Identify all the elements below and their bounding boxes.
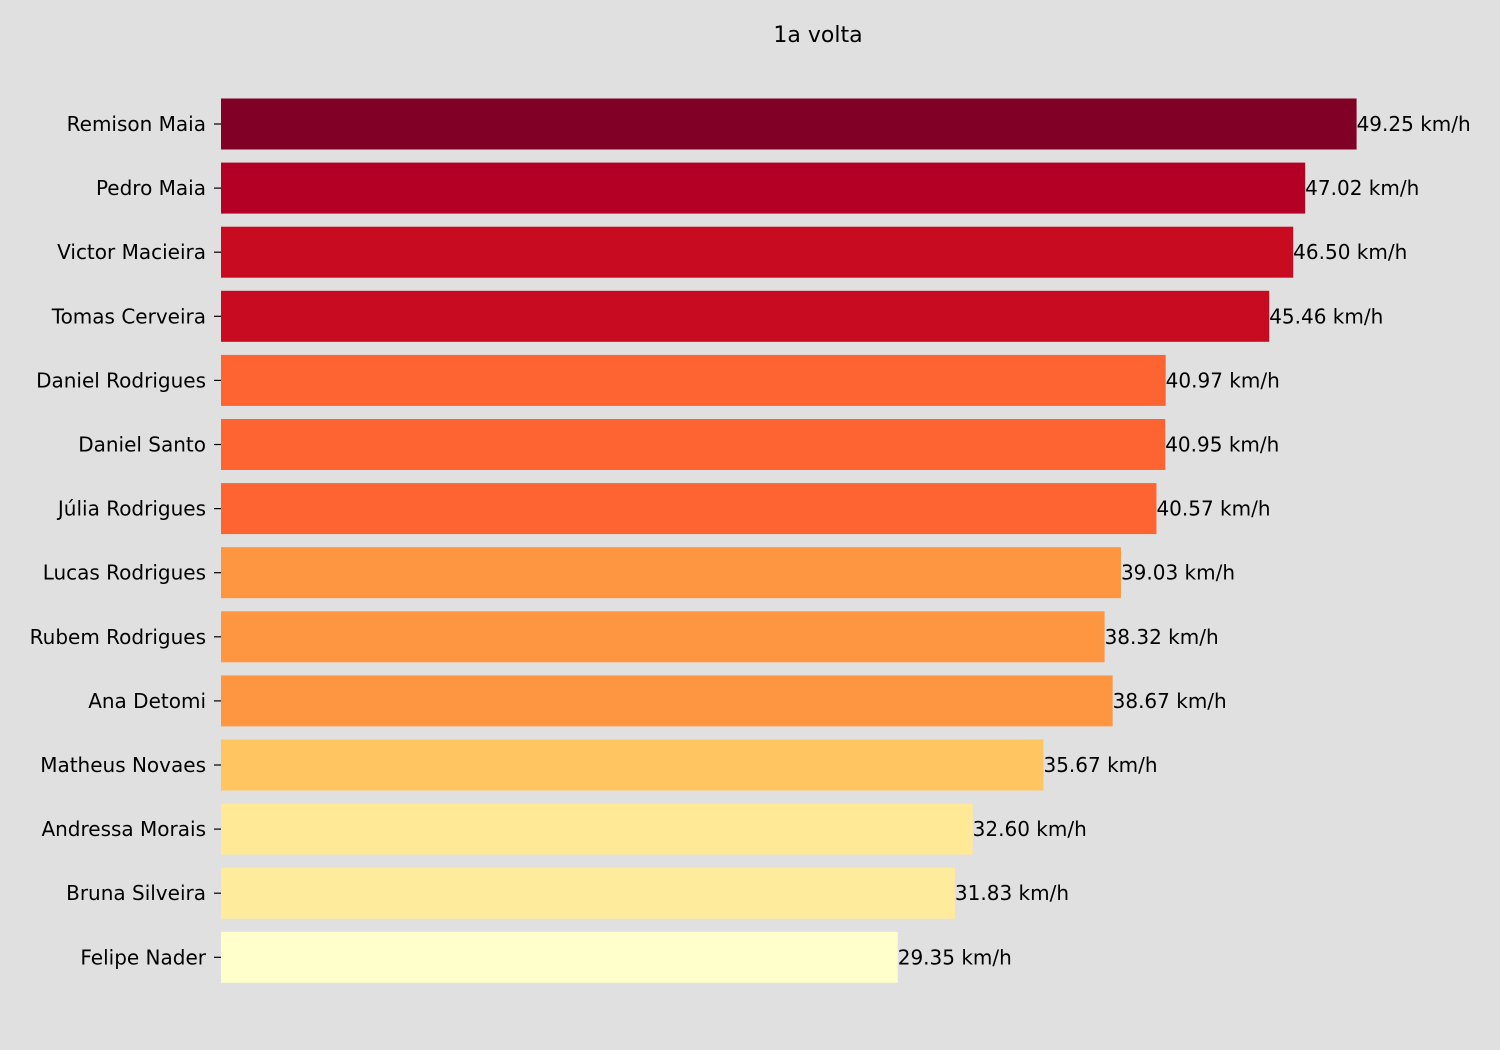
data-label: 45.46 km/h (1269, 304, 1383, 328)
data-label: 40.95 km/h (1165, 433, 1279, 457)
y-tick-label: Daniel Rodrigues (36, 368, 206, 392)
data-label: 38.67 km/h (1113, 689, 1227, 713)
bar (221, 803, 973, 855)
y-tick-label: Pedro Maia (96, 176, 206, 200)
y-tick-label: Felipe Nader (80, 945, 206, 969)
bar (221, 611, 1105, 663)
data-label: 31.83 km/h (955, 881, 1069, 905)
y-tick-label: Júlia Rodrigues (56, 497, 206, 521)
data-label: 32.60 km/h (973, 817, 1087, 841)
bar (221, 675, 1113, 727)
y-tick-label: Daniel Santo (78, 433, 206, 457)
bar (221, 98, 1357, 150)
data-label: 47.02 km/h (1305, 176, 1419, 200)
chart-title: 1a volta (773, 23, 862, 48)
y-tick-label: Remison Maia (67, 112, 206, 136)
y-tick-label: Victor Macieira (57, 240, 206, 264)
bar (221, 867, 955, 919)
y-tick-label: Andressa Morais (41, 817, 206, 841)
data-label: 38.32 km/h (1105, 625, 1219, 649)
data-label: 39.03 km/h (1121, 561, 1235, 585)
y-tick-label: Lucas Rodrigues (43, 561, 206, 585)
bar (221, 162, 1306, 214)
y-tick-label: Matheus Novaes (40, 753, 206, 777)
data-label: 40.97 km/h (1166, 368, 1280, 392)
data-label: 46.50 km/h (1293, 240, 1407, 264)
bar (221, 290, 1270, 342)
bar (221, 419, 1166, 470)
bar (221, 483, 1157, 535)
bar (221, 226, 1294, 278)
data-label: 40.57 km/h (1156, 497, 1270, 521)
y-tick-label: Tomas Cerveira (51, 304, 206, 328)
data-label: 35.67 km/h (1043, 753, 1157, 777)
bar (221, 931, 898, 983)
data-label: 49.25 km/h (1357, 112, 1471, 136)
bar (221, 739, 1044, 791)
y-tick-label: Bruna Silveira (66, 881, 206, 905)
y-tick-label: Rubem Rodrigues (30, 625, 206, 649)
bars-layer: Remison Maia 49.25 km/h Pedro Maia 47.02 km… (30, 98, 1471, 983)
bar (221, 547, 1121, 599)
bar (221, 354, 1166, 406)
data-label: 29.35 km/h (898, 945, 1012, 969)
y-tick-label: Ana Detomi (88, 689, 206, 713)
